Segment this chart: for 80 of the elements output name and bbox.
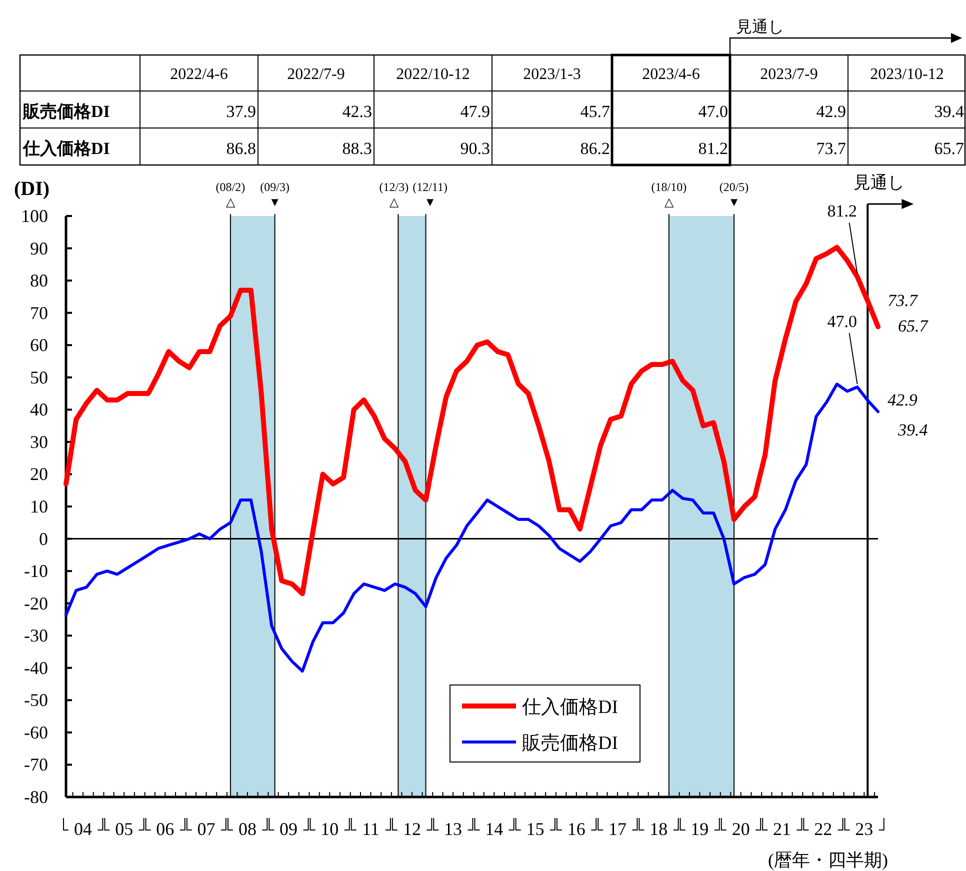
ref-line-label: (12/11) ▼ (412, 180, 448, 209)
data-label: 37.9 (226, 102, 256, 121)
data-label: 39.4 (897, 420, 928, 440)
x-tick-label: 08 (238, 819, 256, 839)
ref-line-label: (20/5) ▼ (719, 180, 749, 209)
x-tick-label: 16 (567, 819, 586, 839)
category-label: 2023/1-3 (523, 66, 581, 83)
y-tick-label: 70 (30, 302, 48, 323)
data-label: 88.3 (342, 139, 372, 158)
text: 仕入価格DI (22, 139, 110, 158)
legend-label: 仕入価格DI (521, 697, 618, 718)
y-tick-label: -60 (24, 722, 48, 742)
y-tick-label: -70 (24, 754, 48, 775)
data-label: 42.3 (342, 102, 372, 121)
ref-line-label: (08/2) △ (216, 180, 246, 209)
y-tick-label: 10 (30, 496, 48, 516)
x-tick-label: 21 (772, 819, 791, 839)
y-tick-label: 90 (30, 238, 48, 258)
category-label: 2023/4-6 (642, 66, 700, 83)
y-tick-label: 60 (30, 335, 48, 356)
data-label: 47.0 (698, 102, 728, 121)
x-tick-label: 19 (690, 819, 709, 839)
ref-line-label: (09/3) ▼ (260, 180, 290, 209)
data-label: 42.9 (816, 102, 846, 121)
x-tick-label: 11 (362, 819, 380, 839)
x-tick-label: 22 (814, 819, 832, 839)
x-tick-label: 12 (402, 819, 421, 839)
y-axis-title: (DI) (14, 178, 50, 200)
y-tick-label: 20 (30, 464, 48, 484)
legend-label: 販売価格DI (522, 733, 618, 754)
y-tick-label: -30 (24, 626, 48, 646)
data-label: 65.7 (898, 316, 930, 336)
y-tick-label: 30 (30, 432, 48, 452)
y-tick-label: 100 (21, 206, 48, 226)
x-tick-label: 07 (197, 819, 216, 839)
x-tick-label: 04 (74, 819, 92, 839)
x-tick-label: 09 (280, 819, 298, 839)
data-label: 86.8 (226, 139, 256, 158)
text: 販売価格DI (22, 102, 110, 121)
data-label: 81.2 (698, 139, 728, 158)
data-label: 81.2 (827, 202, 858, 221)
x-tick-label: 05 (115, 819, 134, 839)
x-tick-label: 18 (650, 819, 668, 839)
data-label: 73.7 (888, 290, 919, 310)
ref-line-label: 見通し (854, 173, 905, 192)
category-label: 2023/10-12 (870, 66, 944, 83)
x-tick-label: 10 (320, 819, 339, 839)
x-tick-label: 14 (485, 819, 504, 839)
ref-line-label: (12/3) △ (379, 180, 409, 209)
data-label: 47.9 (460, 102, 490, 121)
y-tick-label: -50 (24, 690, 48, 710)
data-label: 45.7 (580, 102, 610, 121)
category-label: 2023/7-9 (760, 66, 818, 83)
x-tick-label: 15 (526, 819, 544, 839)
text: 見通し (736, 19, 784, 36)
data-label: 42.9 (888, 390, 918, 410)
category-label: 2022/10-12 (396, 66, 470, 83)
y-tick-label: -40 (24, 658, 48, 678)
data-label: 47.0 (827, 312, 858, 332)
y-tick-label: -10 (24, 561, 48, 582)
y-tick-label: 80 (30, 270, 48, 291)
x-tick-label: 23 (855, 819, 874, 839)
data-label: 90.3 (460, 139, 490, 158)
data-label: 73.7 (816, 139, 846, 158)
x-axis-title: (暦年・四半期) (768, 850, 888, 870)
y-tick-label: -20 (24, 593, 48, 614)
x-tick-label: 06 (156, 819, 174, 839)
y-tick-label: 40 (30, 400, 48, 420)
x-tick-label: 17 (608, 819, 627, 839)
data-label: 39.4 (934, 102, 964, 121)
ref-line-label: (18/10) △ (651, 180, 687, 209)
x-tick-label: 20 (732, 819, 750, 839)
y-tick-label: 50 (30, 367, 48, 388)
y-tick-label: 0 (39, 528, 48, 549)
category-label: 2022/4-6 (170, 66, 228, 83)
x-tick-label: 13 (444, 819, 462, 839)
y-tick-label: -80 (24, 787, 48, 807)
data-label: 65.7 (934, 139, 964, 158)
category-label: 2022/7-9 (287, 66, 345, 83)
data-label: 86.2 (580, 139, 610, 158)
